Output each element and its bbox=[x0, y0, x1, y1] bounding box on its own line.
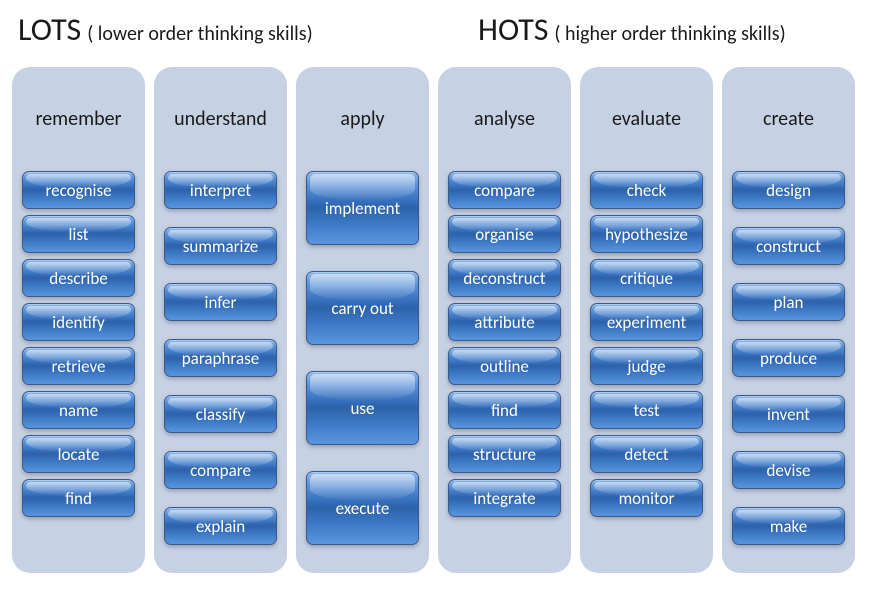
skill-use: use bbox=[306, 371, 419, 445]
skill-design: design bbox=[732, 171, 845, 209]
skill-check: check bbox=[590, 171, 703, 209]
skill-describe: describe bbox=[22, 259, 135, 297]
skill-plan: plan bbox=[732, 283, 845, 321]
skill-infer: infer bbox=[164, 283, 277, 321]
column-evaluate: evaluate check hypothesize critique experime… bbox=[580, 67, 713, 573]
skills-list: compare organise deconstruct attribute outli… bbox=[448, 171, 561, 555]
lots-header: LOTS ( lower order thinking skills) bbox=[18, 10, 418, 49]
skill-hypothesize: hypothesize bbox=[590, 215, 703, 253]
skills-list: interpret summarize infer paraphrase classif… bbox=[164, 171, 277, 555]
skill-compare: compare bbox=[164, 451, 277, 489]
skill-list: list bbox=[22, 215, 135, 253]
column-analyse: analyse compare organise deconstruct attribu… bbox=[438, 67, 571, 573]
skill-implement: implement bbox=[306, 171, 419, 245]
skill-explain: explain bbox=[164, 507, 277, 545]
skill-find: find bbox=[448, 391, 561, 429]
skill-detect: detect bbox=[590, 435, 703, 473]
skills-list: recognise list describe identify retrieve nam… bbox=[22, 171, 135, 555]
skill-identify: identify bbox=[22, 303, 135, 341]
column-remember: remember recognise list describe identify ret… bbox=[12, 67, 145, 573]
column-create: createdesignconstructplanproduceinventde… bbox=[722, 67, 855, 573]
lots-acronym: LOTS bbox=[18, 10, 81, 49]
skill-paraphrase: paraphrase bbox=[164, 339, 277, 377]
skill-recognise: recognise bbox=[22, 171, 135, 209]
column-title-wrap: evaluate bbox=[590, 67, 703, 171]
column-title: evaluate bbox=[612, 107, 681, 131]
skill-organise: organise bbox=[448, 215, 561, 253]
skill-critique: critique bbox=[590, 259, 703, 297]
skill-structure: structure bbox=[448, 435, 561, 473]
header-row: LOTS ( lower order thinking skills) HOTS… bbox=[0, 0, 875, 67]
column-title-wrap: understand bbox=[164, 67, 277, 171]
skill-retrieve: retrieve bbox=[22, 347, 135, 385]
column-title: remember bbox=[36, 107, 122, 131]
skill-locate: locate bbox=[22, 435, 135, 473]
skill-integrate: integrate bbox=[448, 479, 561, 517]
column-title: understand bbox=[174, 107, 267, 131]
skill-interpret: interpret bbox=[164, 171, 277, 209]
column-title: analyse bbox=[474, 107, 535, 131]
skill-monitor: monitor bbox=[590, 479, 703, 517]
skill-experiment: experiment bbox=[590, 303, 703, 341]
skill-produce: produce bbox=[732, 339, 845, 377]
skill-execute: execute bbox=[306, 471, 419, 545]
hots-header: HOTS ( higher order thinking skills) bbox=[478, 10, 875, 49]
skill-find: find bbox=[22, 479, 135, 517]
skill-test: test bbox=[590, 391, 703, 429]
skill-judge: judge bbox=[590, 347, 703, 385]
skill-attribute: attribute bbox=[448, 303, 561, 341]
column-title: apply bbox=[340, 107, 384, 131]
column-title-wrap: create bbox=[732, 67, 845, 171]
hots-description: ( higher order thinking skills) bbox=[554, 22, 785, 46]
skills-list: implement carry out use execute bbox=[306, 171, 419, 555]
skill-deconstruct: deconstruct bbox=[448, 259, 561, 297]
skill-invent: invent bbox=[732, 395, 845, 433]
columns-container: remember recognise list describe identify ret… bbox=[0, 67, 875, 573]
skill-carry-out: carry out bbox=[306, 271, 419, 345]
hots-acronym: HOTS bbox=[478, 10, 548, 49]
skill-construct: construct bbox=[732, 227, 845, 265]
skill-compare: compare bbox=[448, 171, 561, 209]
skill-classify: classify bbox=[164, 395, 277, 433]
column-title-wrap: analyse bbox=[448, 67, 561, 171]
column-title: create bbox=[763, 107, 814, 131]
column-title-wrap: apply bbox=[306, 67, 419, 171]
column-title-wrap: remember bbox=[22, 67, 135, 171]
skill-devise: devise bbox=[732, 451, 845, 489]
skill-make: make bbox=[732, 507, 845, 545]
skill-outline: outline bbox=[448, 347, 561, 385]
lots-description: ( lower order thinking skills) bbox=[87, 22, 312, 46]
column-understand: understand interpret summarize infer paraphr… bbox=[154, 67, 287, 573]
skills-list: check hypothesize critique experiment judge t… bbox=[590, 171, 703, 555]
skill-summarize: summarize bbox=[164, 227, 277, 265]
skills-list: design construct plan produce invent devise ma… bbox=[732, 171, 845, 555]
skill-name: name bbox=[22, 391, 135, 429]
column-apply: apply implement carry out use execute bbox=[296, 67, 429, 573]
